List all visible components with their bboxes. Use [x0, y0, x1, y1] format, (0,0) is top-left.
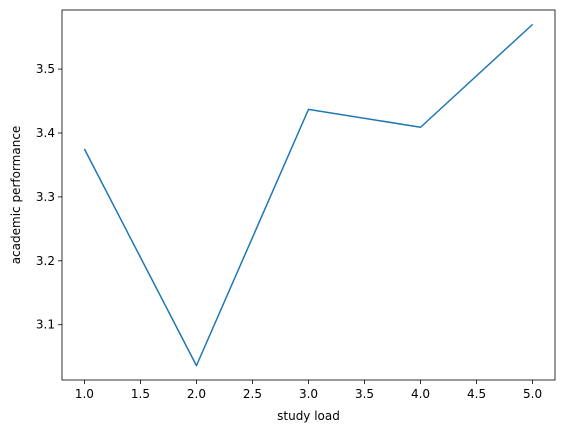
x-tick-label: 3.5	[355, 387, 374, 401]
y-tick-label: 3.3	[36, 190, 55, 204]
y-tick-label: 3.5	[36, 62, 55, 76]
x-tick-label: 3.0	[299, 387, 318, 401]
x-tick-label: 4.0	[411, 387, 430, 401]
x-tick-label: 5.0	[523, 387, 542, 401]
x-tick-label: 4.5	[467, 387, 486, 401]
x-axis-ticks: 1.0 1.5 2.0 2.5 3.0 3.5 4.0 4.5 5.0	[75, 380, 542, 401]
y-tick-label: 3.2	[36, 254, 55, 268]
series-layer	[84, 24, 532, 365]
y-tick-label: 3.1	[36, 318, 55, 332]
series-line-1	[84, 24, 532, 365]
y-axis-label: academic performance	[9, 126, 23, 265]
y-axis-ticks: 3.1 3.2 3.3 3.4 3.5	[36, 62, 62, 332]
y-tick-label: 3.4	[36, 126, 55, 140]
x-tick-label: 2.5	[243, 387, 262, 401]
x-tick-label: 2.0	[187, 387, 206, 401]
plot-frame	[62, 10, 555, 380]
x-axis-label: study load	[277, 409, 340, 423]
x-tick-label: 1.5	[131, 387, 150, 401]
x-tick-label: 1.0	[75, 387, 94, 401]
